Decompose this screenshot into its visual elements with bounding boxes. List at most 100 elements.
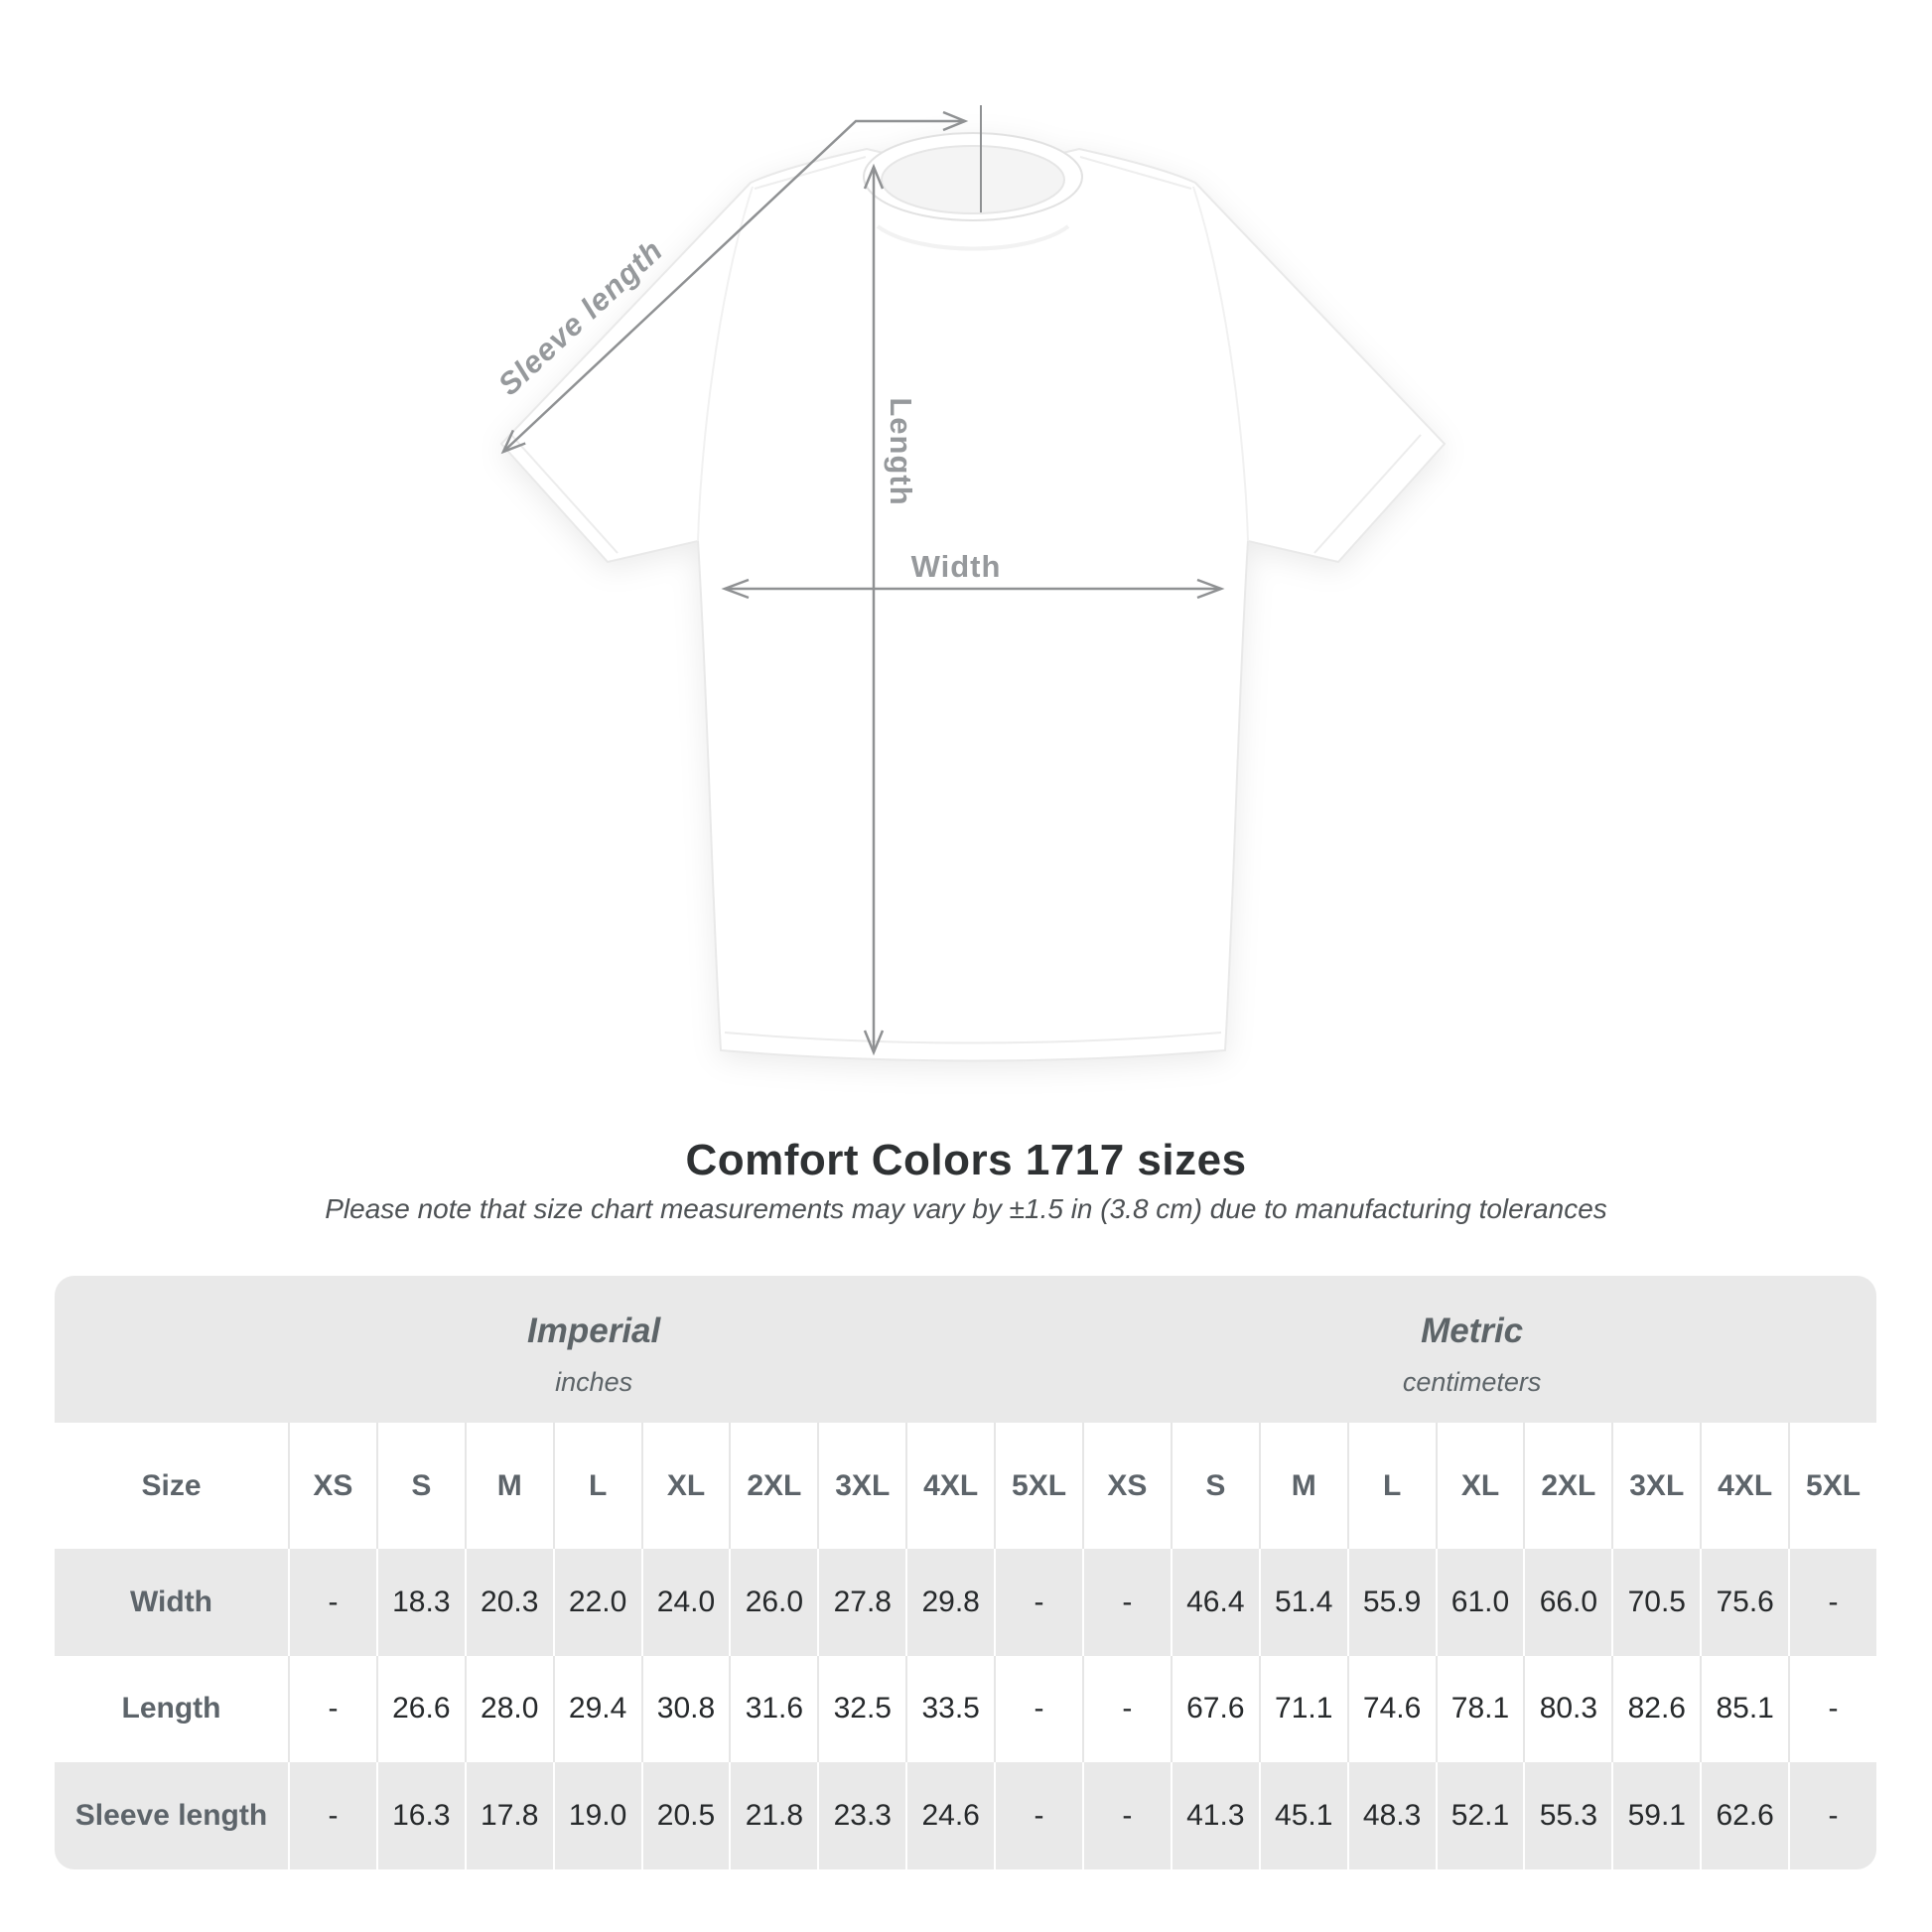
size-header-imperial-s-text: S [411,1468,432,1502]
imperial-label: Imperial [527,1311,661,1350]
size-header-imperial-4xl: 4XL [905,1423,995,1549]
value-sleeve-length-metric-m-text: 45.1 [1275,1799,1333,1833]
value-sleeve-length-metric-4xl: 62.6 [1700,1762,1789,1869]
value-length-metric-3xl-text: 82.6 [1627,1692,1686,1725]
length-arrow [863,163,885,1056]
value-length-imperial-xs: - [288,1655,376,1763]
size-header-imperial-3xl-text: 3XL [835,1468,891,1502]
size-header-imperial-m: M [464,1423,553,1549]
value-sleeve-length-imperial-4xl: 24.6 [905,1762,995,1869]
value-length-imperial-xl-text: 30.8 [656,1692,716,1725]
size-header-imperial-xl-text: XL [666,1468,706,1502]
value-width-metric-xs: - [1081,1549,1171,1656]
value-length-imperial-3xl-text: 32.5 [833,1692,892,1725]
value-sleeve-length-metric-2xl: 55.3 [1523,1762,1612,1869]
value-width-metric-m: 51.4 [1258,1549,1347,1656]
value-width-imperial-3xl-text: 27.8 [833,1585,892,1618]
value-sleeve-length-metric-3xl: 59.1 [1611,1762,1701,1869]
value-sleeve-length-imperial-3xl-text: 23.3 [833,1799,892,1833]
size-header-metric-l-text: L [1382,1468,1402,1502]
size-header-metric-s-text: S [1205,1468,1226,1502]
value-sleeve-length-metric-xs-text: - [1122,1799,1133,1833]
value-width-imperial-3xl: 27.8 [817,1549,906,1656]
value-length-metric-l: 74.6 [1346,1655,1436,1763]
value-sleeve-length-imperial-m-text: 17.8 [481,1799,539,1833]
value-length-metric-5xl: - [1788,1655,1876,1763]
value-sleeve-length-imperial-l-text: 19.0 [568,1799,627,1833]
size-header-metric-3xl: 3XL [1611,1423,1701,1549]
value-length-metric-xl: 78.1 [1435,1655,1524,1763]
row-label-length-text: Length [121,1692,221,1725]
value-length-metric-4xl: 85.1 [1700,1655,1789,1763]
size-header-metric-5xl: 5XL [1788,1423,1876,1549]
value-length-metric-xl-text: 78.1 [1450,1692,1510,1725]
value-sleeve-length-imperial-m: 17.8 [464,1762,553,1869]
size-header-metric-xl-text: XL [1460,1468,1500,1502]
size-header-imperial-xs-text: XS [313,1468,353,1502]
value-length-metric-m: 71.1 [1258,1655,1347,1763]
size-header-imperial-s: S [375,1423,465,1549]
imperial-section-header: Imperial inches [527,1276,660,1423]
length-label: Length [884,397,918,505]
value-width-metric-4xl: 75.6 [1700,1549,1789,1656]
value-width-metric-xl: 61.0 [1435,1549,1524,1656]
size-header-imperial-2xl: 2XL [729,1423,818,1549]
value-length-imperial-m: 28.0 [464,1655,553,1763]
value-width-imperial-4xl: 29.8 [905,1549,995,1656]
sleeve-length-arrow [500,105,982,455]
size-column-header: Size [55,1423,288,1549]
size-header-imperial-4xl-text: 4XL [923,1468,979,1502]
size-header-metric-l: L [1346,1423,1436,1549]
value-sleeve-length-imperial-l: 19.0 [552,1762,641,1869]
size-header-imperial-xl: XL [640,1423,730,1549]
value-length-imperial-s: 26.6 [375,1655,465,1763]
value-sleeve-length-imperial-xs-text: - [328,1799,339,1833]
value-sleeve-length-metric-5xl-text: - [1828,1799,1839,1833]
value-length-imperial-xl: 30.8 [640,1655,730,1763]
value-width-imperial-5xl-text: - [1034,1585,1044,1618]
value-sleeve-length-metric-s: 41.3 [1170,1762,1259,1869]
unit-band: Imperial inches Metric centimeters [55,1276,1876,1423]
value-length-imperial-l: 29.4 [552,1655,641,1763]
value-width-metric-4xl-text: 75.6 [1716,1585,1774,1618]
value-length-metric-5xl-text: - [1828,1692,1839,1725]
tshirt-image [499,132,1447,1062]
value-sleeve-length-metric-l-text: 48.3 [1362,1799,1422,1833]
value-width-metric-3xl-text: 70.5 [1627,1585,1686,1618]
value-sleeve-length-imperial-xs: - [288,1762,376,1869]
size-column-header-text: Size [141,1468,202,1502]
value-length-imperial-xs-text: - [328,1692,339,1725]
row-label-sleeve-length: Sleeve length [55,1762,288,1869]
size-header-imperial-5xl: 5XL [994,1423,1082,1549]
size-header-metric-xs: XS [1081,1423,1171,1549]
value-width-metric-m-text: 51.4 [1275,1585,1333,1618]
value-width-imperial-m-text: 20.3 [481,1585,539,1618]
value-width-metric-3xl: 70.5 [1611,1549,1701,1656]
value-sleeve-length-imperial-s: 16.3 [375,1762,465,1869]
value-width-imperial-s: 18.3 [375,1549,465,1656]
size-header-metric-4xl: 4XL [1700,1423,1789,1549]
value-sleeve-length-imperial-xl-text: 20.5 [656,1799,716,1833]
value-length-imperial-4xl: 33.5 [905,1655,995,1763]
value-width-metric-2xl-text: 66.0 [1539,1585,1598,1618]
value-length-imperial-m-text: 28.0 [481,1692,539,1725]
value-width-imperial-m: 20.3 [464,1549,553,1656]
value-length-metric-3xl: 82.6 [1611,1655,1701,1763]
row-label-width: Width [55,1549,288,1656]
imperial-unit-label: inches [555,1366,633,1397]
metric-unit-label: centimeters [1402,1366,1542,1397]
value-length-metric-4xl-text: 85.1 [1716,1692,1774,1725]
value-width-imperial-xl: 24.0 [640,1549,730,1656]
value-length-imperial-4xl-text: 33.5 [921,1692,980,1725]
width-arrow [721,578,1225,600]
value-width-metric-l: 55.9 [1346,1549,1436,1656]
value-width-metric-2xl: 66.0 [1523,1549,1612,1656]
value-length-imperial-5xl-text: - [1034,1692,1044,1725]
size-header-metric-5xl-text: 5XL [1806,1468,1862,1502]
value-width-imperial-s-text: 18.3 [392,1585,451,1618]
value-sleeve-length-imperial-5xl-text: - [1034,1799,1044,1833]
value-width-imperial-2xl: 26.0 [729,1549,818,1656]
value-width-metric-5xl-text: - [1828,1585,1839,1618]
value-sleeve-length-metric-4xl-text: 62.6 [1716,1799,1774,1833]
